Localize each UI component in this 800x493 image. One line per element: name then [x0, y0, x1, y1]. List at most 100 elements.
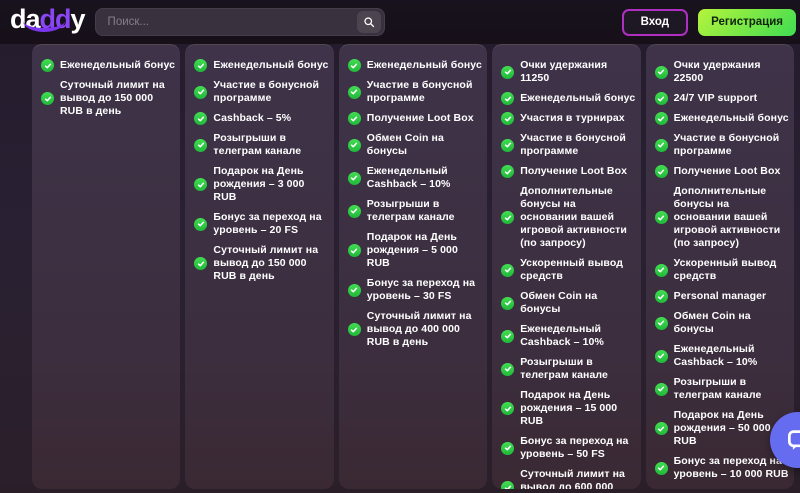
auth-buttons: Вход Регистрация: [621, 8, 796, 36]
benefit-label: Суточный лимит на вывод от 1 000 000 RUB…: [674, 488, 789, 489]
check-icon: [654, 461, 668, 475]
benefit-item: Обмен Coin на бонусы: [654, 310, 789, 336]
benefit-label: Обмен Coin на бонусы: [673, 310, 751, 335]
benefit-label: Ускоренный вывод средств: [673, 257, 777, 282]
benefit-label: Получение Loot Box: [366, 112, 474, 124]
benefit-label: Еженедельный бонус: [520, 92, 636, 104]
check-icon: [654, 382, 668, 396]
benefit-label: Подарок на День рождения – 3 000 RUB: [213, 165, 305, 203]
search-bar: [94, 8, 385, 36]
check-icon: [347, 138, 361, 152]
benefit-label: Еженедельный бонус: [213, 59, 329, 71]
check-icon: [347, 171, 361, 185]
check-icon: [654, 138, 668, 152]
check-icon: [194, 59, 208, 72]
benefit-label: Еженедельный Cashback – 10%: [520, 323, 604, 348]
benefit-item: Подарок на День рождения – 3 000 RUB: [194, 165, 328, 204]
check-icon: [654, 211, 668, 224]
benefit-label: Участие в бонусной программе: [366, 79, 473, 104]
benefit-item: Personal manager: [654, 290, 789, 303]
check-icon: [347, 204, 361, 218]
benefit-label: Розыгрыши в телеграм канале: [520, 356, 608, 381]
check-icon: [501, 402, 515, 415]
benefit-label: Бонус за переход на уровень – 50 FS: [520, 435, 629, 460]
benefit-label: Очки удержания 22500: [673, 59, 761, 84]
check-icon: [501, 296, 515, 310]
benefit-label: Еженедельный бонус: [366, 59, 482, 71]
benefit-label: Еженедельный бонус: [673, 112, 789, 124]
check-icon: [41, 59, 54, 72]
benefit-label: Суточный лимит на вывод до 150 000 RUB в…: [213, 244, 319, 282]
tier-card-3: Еженедельный бонус Участие в бонусной пр…: [338, 44, 488, 489]
check-icon: [501, 329, 515, 343]
benefit-item: Еженедельный бонус: [194, 59, 328, 72]
benefit-label: Бонус за переход на уровень – 10 000 RUB: [673, 455, 789, 480]
register-button[interactable]: Регистрация: [698, 8, 796, 36]
check-icon: [194, 138, 208, 152]
benefit-list: Очки удержания 22500 24/7 VIP support Еж…: [654, 59, 789, 489]
benefit-item: Ускоренный вывод средств: [501, 257, 635, 283]
benefit-item: Розыгрыши в телеграм канале: [654, 376, 789, 402]
benefit-item: Подарок на День рождения – 50 000 RUB: [654, 409, 789, 448]
check-icon: [654, 263, 668, 277]
check-icon: [194, 217, 208, 231]
benefit-label: Розыгрыши в телеграм канале: [673, 376, 762, 401]
check-icon: [654, 92, 668, 105]
search-button[interactable]: [356, 11, 381, 33]
benefit-item: Бонус за переход на уровень – 10 000 RUB: [654, 455, 789, 481]
benefit-item: Еженедельный Cashback – 10%: [654, 343, 789, 369]
benefit-item: Очки удержания 22500: [654, 59, 789, 85]
benefit-item: Суточный лимит на вывод от 1 000 000 RUB…: [655, 488, 789, 489]
check-icon: [501, 481, 515, 489]
benefit-item: Получение Loot Box: [347, 112, 482, 125]
benefit-item: Бонус за переход на уровень – 50 FS: [501, 435, 635, 461]
search-input[interactable]: [95, 9, 357, 35]
benefit-label: Еженедельный Cashback – 10%: [673, 343, 758, 368]
check-icon: [41, 92, 54, 105]
tier-card-5: Очки удержания 22500 24/7 VIP support Еж…: [645, 44, 794, 489]
benefit-label: Участие в бонусной программе: [673, 132, 780, 157]
benefit-label: Получение Loot Box: [520, 165, 628, 177]
check-icon: [347, 283, 361, 297]
logo-smile-icon: [23, 8, 65, 32]
benefit-item: Еженедельный бонус: [347, 59, 482, 72]
tier-card-1: Еженедельный бонус Суточный лимит на выв…: [32, 44, 181, 489]
check-icon: [501, 263, 515, 277]
check-icon: [347, 112, 361, 125]
benefit-item: Бонус за переход на уровень – 30 FS: [347, 277, 482, 303]
check-icon: [654, 316, 668, 330]
check-icon: [194, 257, 208, 270]
check-icon: [347, 323, 361, 336]
check-icon: [501, 65, 515, 79]
check-icon: [654, 290, 668, 303]
benefit-item: Бонус за переход на уровень – 20 FS: [194, 211, 328, 237]
benefit-item: Участие в бонусной программе: [194, 79, 328, 105]
benefit-list: Еженедельный бонус Участие в бонусной пр…: [347, 59, 482, 349]
check-icon: [501, 362, 515, 376]
login-button[interactable]: Вход: [621, 8, 689, 36]
benefit-item: Участия в турнирах: [501, 112, 635, 125]
benefit-label: Подарок на День рождения – 5 000 RUB: [366, 231, 458, 269]
benefit-list: Еженедельный бонус Участие в бонусной пр…: [194, 59, 328, 283]
benefit-item: Ускоренный вывод средств: [654, 257, 789, 283]
benefit-label: Суточный лимит на вывод до 150 000 RUB в…: [60, 79, 165, 117]
benefit-label: Бонус за переход на уровень – 30 FS: [366, 277, 476, 302]
check-icon: [501, 165, 515, 178]
benefit-label: Еженедельный бонус: [60, 59, 176, 71]
check-icon: [501, 138, 515, 152]
benefit-item: Суточный лимит на вывод до 400 000 RUB в…: [347, 310, 482, 349]
benefit-item: Получение Loot Box: [654, 165, 789, 178]
check-icon: [501, 112, 515, 125]
benefit-item: Суточный лимит на вывод до 600 000 RUB в…: [501, 468, 635, 489]
benefit-label: Розыгрыши в телеграм канале: [366, 198, 455, 223]
benefit-label: Personal manager: [673, 290, 767, 302]
benefit-list: Очки удержания 11250 Еженедельный бонус …: [501, 59, 635, 489]
check-icon: [501, 92, 515, 105]
check-icon: [347, 59, 361, 72]
benefit-list: Еженедельный бонус Суточный лимит на выв…: [41, 59, 175, 118]
search-icon: [363, 17, 374, 28]
benefit-label: Участие в бонусной программе: [213, 79, 320, 104]
check-icon: [347, 244, 361, 257]
logo[interactable]: daddy: [10, 4, 86, 41]
